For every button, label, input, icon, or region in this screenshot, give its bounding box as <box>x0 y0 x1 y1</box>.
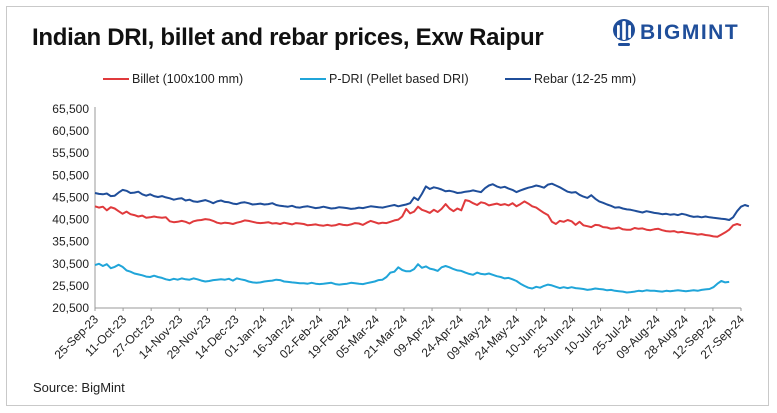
series-line-2 <box>94 182 750 221</box>
y-tick-label: 60,500 <box>52 124 89 138</box>
y-tick-label: 55,500 <box>52 146 89 160</box>
legend-label-0: Billet (100x100 mm) <box>132 72 243 86</box>
legend-label-2: Rebar (12-25 mm) <box>534 72 636 86</box>
page-title: Indian DRI, billet and rebar prices, Exw… <box>32 24 544 51</box>
y-tick-label: 20,500 <box>52 301 89 315</box>
bigmint-logo-icon <box>613 19 635 46</box>
y-tick-label: 35,500 <box>52 235 89 249</box>
brand-logo: BIGMINT <box>612 17 739 49</box>
y-tick-label: 65,500 <box>52 102 89 116</box>
series-line-0 <box>94 199 742 238</box>
y-tick-label: 30,500 <box>52 257 89 271</box>
y-tick-label: 40,500 <box>52 213 89 227</box>
y-tick-label: 50,500 <box>52 168 89 182</box>
series-line-1 <box>94 262 730 294</box>
source-note: Source: BigMint <box>33 380 125 395</box>
legend-label-1: P-DRI (Pellet based DRI) <box>329 72 469 86</box>
y-tick-label: 25,500 <box>52 279 89 293</box>
logo-text: BIGMINT <box>640 21 740 44</box>
y-tick-label: 45,500 <box>52 190 89 204</box>
